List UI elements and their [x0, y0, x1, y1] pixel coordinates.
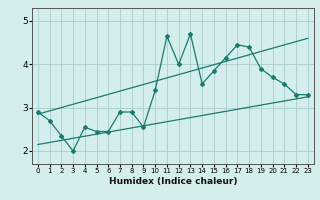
X-axis label: Humidex (Indice chaleur): Humidex (Indice chaleur) [108, 177, 237, 186]
